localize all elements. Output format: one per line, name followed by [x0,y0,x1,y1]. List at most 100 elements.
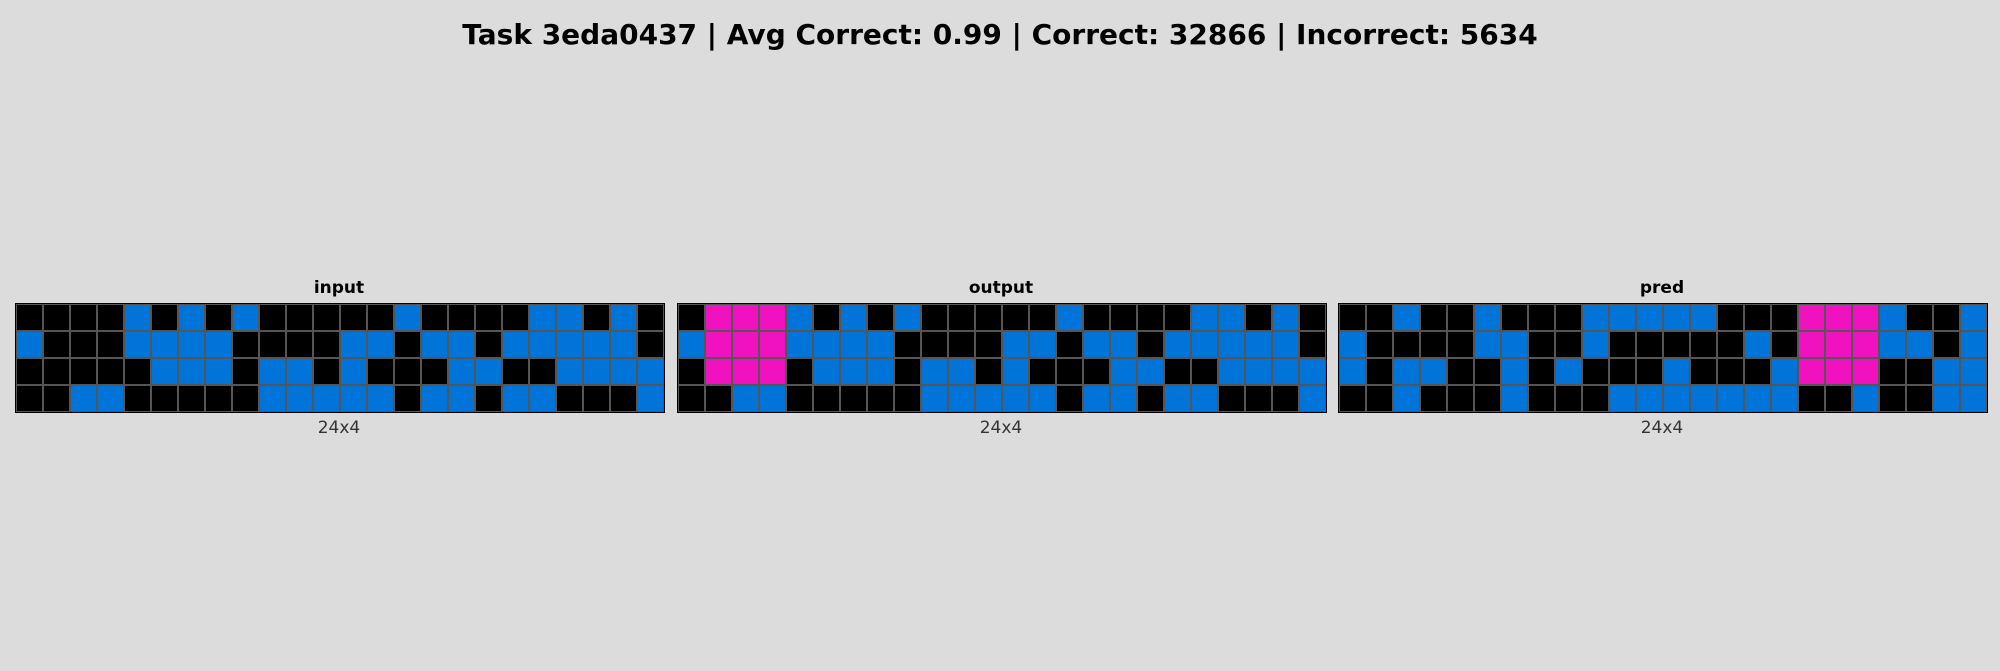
grid-cell [813,385,840,412]
grid-cell [840,304,867,331]
grid-cell [313,358,340,385]
grid-cell [340,304,367,331]
grid-cell [975,385,1002,412]
output-panel: output 24x4 [677,277,1327,438]
grid-cell [1528,304,1555,331]
grid-cell [1245,385,1272,412]
grid-cell [786,331,813,358]
grid-cell [678,304,705,331]
grid-cell [151,304,178,331]
grid-cell [732,358,759,385]
grid-cell [394,358,421,385]
grid-cell [1852,304,1879,331]
grid-cell [475,331,502,358]
grid-cell [1906,358,1933,385]
grid-cell [313,304,340,331]
grid-cell [1218,385,1245,412]
grid-cell [1636,331,1663,358]
grid-cell [1029,331,1056,358]
grid-cell [1083,358,1110,385]
grid-cell [178,331,205,358]
grid-cell [1771,385,1798,412]
grid-cell [1960,331,1987,358]
grid-cell [948,385,975,412]
grid-cell [259,385,286,412]
grid-cell [637,304,664,331]
grid-cell [1002,385,1029,412]
grid-cell [786,385,813,412]
grid-cell [556,358,583,385]
grid-cell [813,358,840,385]
grid-cell [1717,358,1744,385]
grid-cell [16,385,43,412]
grid-cell [759,385,786,412]
input-panel-title: input [313,278,365,298]
grid-cell [1690,304,1717,331]
grid-cell [1366,385,1393,412]
grid-cell [1029,358,1056,385]
grid-cell [1690,385,1717,412]
grid-cell [70,304,97,331]
grid-cell [1771,331,1798,358]
grid-cell [1906,331,1933,358]
grid-cell [367,358,394,385]
grid-cell [813,304,840,331]
grid-cell [705,331,732,358]
grid-cell [948,358,975,385]
grid-cell [1420,385,1447,412]
grid-cell [1528,331,1555,358]
grid-cell [1002,358,1029,385]
grid-cell [759,304,786,331]
grid-cell [1771,304,1798,331]
grid-cell [205,331,232,358]
grid-cell [894,304,921,331]
grid-cell [1110,331,1137,358]
grid-cell [975,358,1002,385]
grid-cell [448,331,475,358]
grid-cell [1083,331,1110,358]
grid-cell [556,385,583,412]
grid-cell [340,331,367,358]
grid-cell [1191,358,1218,385]
grid-cell [1218,304,1245,331]
grid-cell [124,385,151,412]
grid-cell [259,358,286,385]
grid-cell [529,304,556,331]
grid-cell [70,358,97,385]
grid-cell [894,358,921,385]
grid-cell [1744,358,1771,385]
grid-cell [1825,304,1852,331]
output-grid-dims: 24x4 [979,418,1023,438]
grid-cell [1083,304,1110,331]
grid-cell [1272,358,1299,385]
grid-cell [394,331,421,358]
grid-cell [1555,358,1582,385]
grid-cell [286,358,313,385]
grid-cell [1393,331,1420,358]
grid-cell [1447,304,1474,331]
grid-cell [529,358,556,385]
grid-cell [124,304,151,331]
grid-cell [732,385,759,412]
grid-cell [16,331,43,358]
grid-cell [421,304,448,331]
pred-panel: pred 24x4 [1338,277,1988,438]
grid-cell [1420,304,1447,331]
grid-cell [1245,358,1272,385]
grid-cell [813,331,840,358]
grid-cell [1744,331,1771,358]
grid-cell [1960,358,1987,385]
grid-cell [1609,385,1636,412]
grid-cell [16,358,43,385]
grid-cell [1191,304,1218,331]
grid-cell [1474,385,1501,412]
grid-cell [502,385,529,412]
grid-cell [475,385,502,412]
grid-cell [367,331,394,358]
grid-cell [1029,385,1056,412]
grid-cell [1137,331,1164,358]
grid-cell [1110,385,1137,412]
grid-cell [502,358,529,385]
grid-cell [1299,385,1326,412]
grid-cell [1339,331,1366,358]
